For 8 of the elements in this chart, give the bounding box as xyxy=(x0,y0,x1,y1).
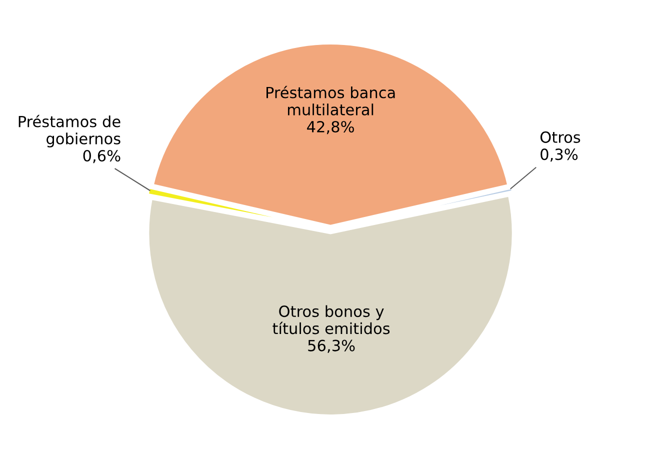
slice-label: Préstamos de gobiernos xyxy=(18,114,120,148)
data-label: 0,3% xyxy=(540,148,578,162)
slice-label: Otros bonos y títulos emitidos xyxy=(272,305,390,334)
data-label: 42,8% xyxy=(307,120,354,134)
slice-label: Préstamos banca multilateral xyxy=(266,86,395,116)
data-label: 0,6% xyxy=(83,150,120,164)
slice-label: Otros xyxy=(540,131,580,143)
data-label: 56,3% xyxy=(308,340,355,353)
